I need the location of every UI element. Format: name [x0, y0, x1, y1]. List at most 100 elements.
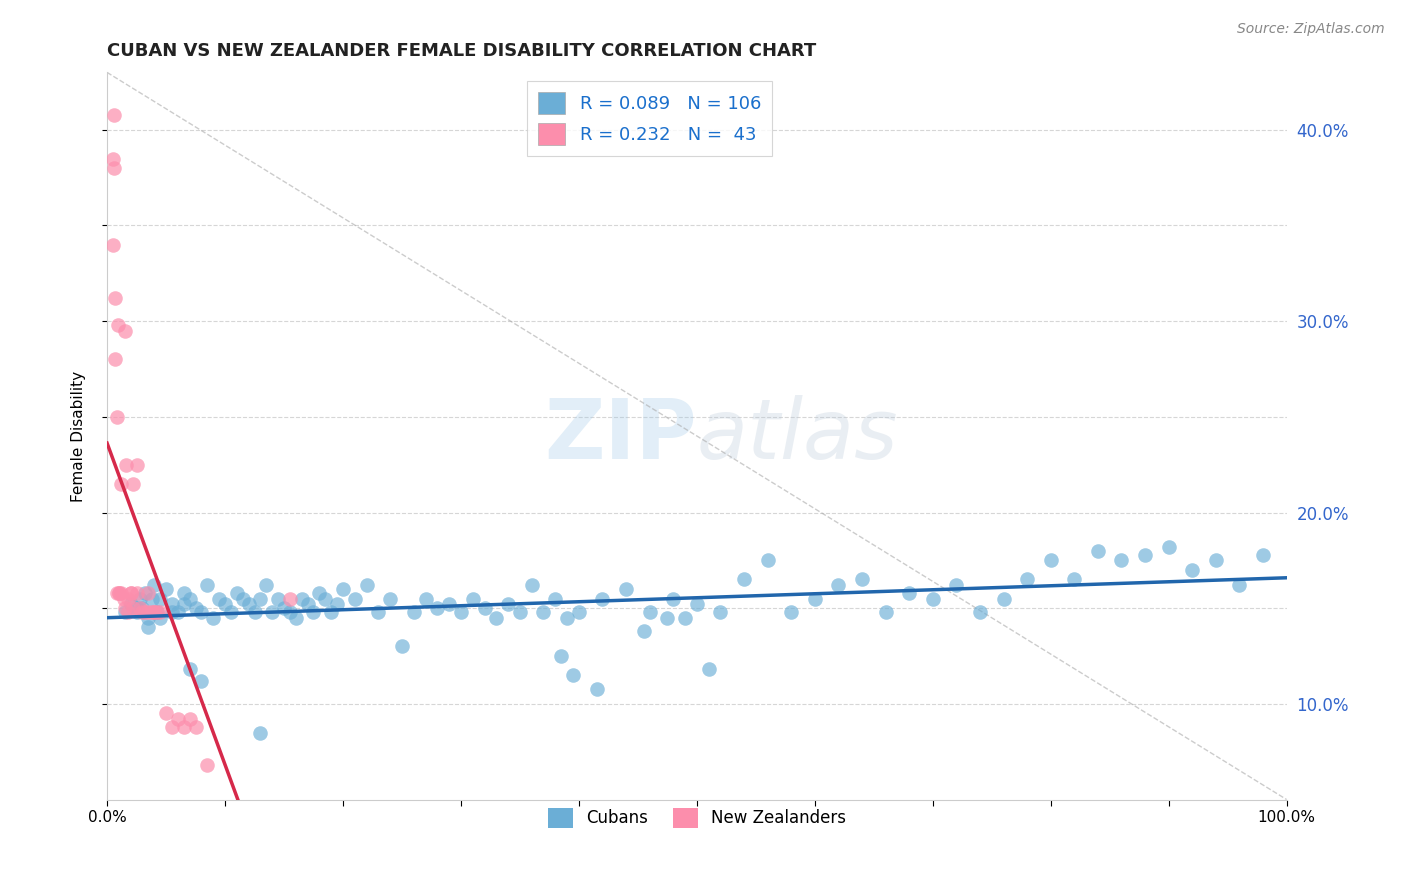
Point: [402, 605, 425, 619]
Point: [122, 601, 145, 615]
Point: [179, 662, 201, 676]
Point: [733, 573, 755, 587]
Text: CUBAN VS NEW ZEALANDER FEMALE DISABILITY CORRELATION CHART: CUBAN VS NEW ZEALANDER FEMALE DISABILITY…: [107, 42, 817, 60]
Point: [138, 620, 160, 634]
Point: [1181, 563, 1204, 577]
Point: [356, 578, 378, 592]
Point: [112, 591, 135, 606]
Point: [155, 706, 177, 721]
Text: ZIP: ZIP: [544, 395, 697, 476]
Point: [105, 409, 128, 424]
Point: [131, 605, 153, 619]
Point: [173, 720, 195, 734]
Point: [461, 591, 484, 606]
Point: [550, 648, 572, 663]
Point: [149, 605, 172, 619]
Point: [326, 598, 349, 612]
Point: [166, 605, 188, 619]
Point: [367, 605, 389, 619]
Point: [273, 601, 295, 615]
Point: [134, 605, 156, 619]
Point: [921, 591, 943, 606]
Point: [149, 611, 172, 625]
Point: [1133, 548, 1156, 562]
Point: [214, 598, 236, 612]
Point: [391, 640, 413, 654]
Point: [131, 601, 153, 615]
Point: [450, 605, 472, 619]
Point: [125, 605, 148, 619]
Point: [104, 352, 127, 367]
Point: [120, 586, 142, 600]
Point: [122, 476, 145, 491]
Point: [662, 591, 685, 606]
Point: [875, 605, 897, 619]
Point: [780, 605, 803, 619]
Point: [1063, 573, 1085, 587]
Point: [107, 318, 129, 332]
Point: [343, 591, 366, 606]
Point: [827, 578, 849, 592]
Point: [297, 598, 319, 612]
Point: [114, 601, 136, 615]
Point: [284, 611, 307, 625]
Point: [179, 712, 201, 726]
Point: [657, 611, 679, 625]
Point: [138, 605, 160, 619]
Point: [138, 611, 160, 625]
Point: [544, 591, 567, 606]
Point: [125, 458, 148, 472]
Text: Source: ZipAtlas.com: Source: ZipAtlas.com: [1237, 22, 1385, 37]
Point: [945, 578, 967, 592]
Point: [249, 725, 271, 739]
Legend: Cubans, New Zealanders: Cubans, New Zealanders: [541, 801, 853, 835]
Point: [117, 605, 139, 619]
Point: [105, 586, 128, 600]
Point: [1111, 553, 1133, 567]
Point: [993, 591, 1015, 606]
Point: [585, 681, 607, 696]
Point: [173, 586, 195, 600]
Point: [104, 291, 127, 305]
Point: [141, 591, 163, 606]
Point: [1251, 548, 1274, 562]
Point: [179, 591, 201, 606]
Point: [1087, 543, 1109, 558]
Point: [225, 586, 247, 600]
Point: [426, 601, 449, 615]
Text: atlas: atlas: [697, 395, 898, 476]
Point: [145, 605, 167, 619]
Point: [125, 586, 148, 600]
Point: [969, 605, 991, 619]
Point: [314, 591, 336, 606]
Point: [232, 591, 254, 606]
Point: [110, 476, 132, 491]
Point: [321, 605, 343, 619]
Y-axis label: Female Disability: Female Disability: [72, 370, 86, 501]
Point: [101, 152, 124, 166]
Point: [195, 578, 218, 592]
Point: [697, 662, 720, 676]
Point: [291, 591, 314, 606]
Point: [592, 591, 614, 606]
Point: [108, 586, 131, 600]
Point: [134, 586, 156, 600]
Point: [190, 673, 212, 688]
Point: [568, 605, 591, 619]
Point: [756, 553, 779, 567]
Point: [332, 582, 354, 596]
Point: [149, 591, 172, 606]
Point: [108, 586, 131, 600]
Point: [1229, 578, 1251, 592]
Point: [673, 611, 696, 625]
Point: [143, 578, 166, 592]
Point: [278, 605, 301, 619]
Point: [851, 573, 873, 587]
Point: [101, 237, 124, 252]
Point: [129, 601, 152, 615]
Point: [173, 598, 195, 612]
Point: [415, 591, 437, 606]
Point: [184, 720, 207, 734]
Point: [562, 668, 585, 682]
Point: [103, 107, 125, 121]
